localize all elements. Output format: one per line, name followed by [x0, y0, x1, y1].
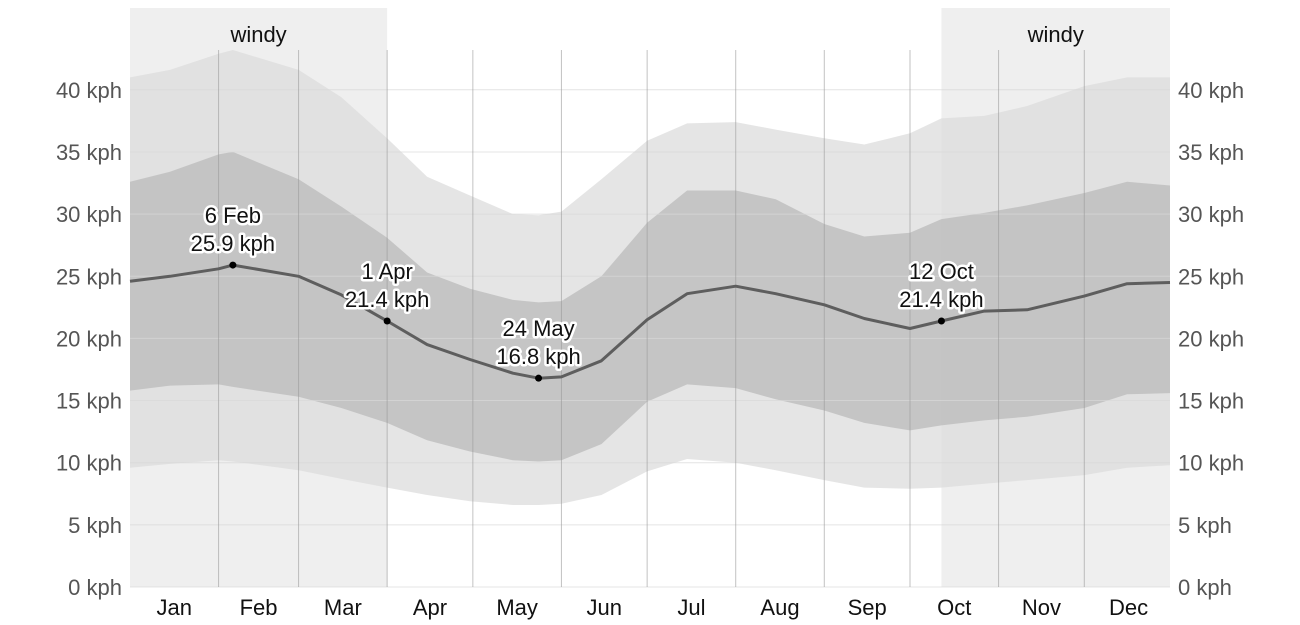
y-tick-right-8: 40 kph	[1178, 78, 1244, 103]
month-label-11: Dec	[1109, 595, 1148, 620]
y-tick-left-8: 40 kph	[56, 78, 122, 103]
annotation-value-3: 21.4 kph	[899, 287, 983, 312]
month-label-0: Jan	[157, 595, 192, 620]
annotation-value-2: 16.8 kph	[496, 344, 580, 369]
annotation-point-1	[383, 317, 391, 325]
month-label-6: Jul	[677, 595, 705, 620]
annotation-point-3	[937, 317, 945, 325]
month-label-5: Jun	[587, 595, 622, 620]
y-tick-right-0: 0 kph	[1178, 575, 1232, 600]
y-tick-right-3: 15 kph	[1178, 389, 1244, 414]
month-label-9: Oct	[937, 595, 971, 620]
annotation-date-1: 1 Apr	[361, 259, 412, 284]
y-tick-left-3: 15 kph	[56, 389, 122, 414]
y-tick-left-7: 35 kph	[56, 140, 122, 165]
annotation-value-0: 25.9 kph	[191, 231, 275, 256]
y-tick-left-2: 10 kph	[56, 451, 122, 476]
season-label-0: windy	[229, 22, 286, 47]
month-label-2: Mar	[324, 595, 362, 620]
month-label-8: Sep	[848, 595, 887, 620]
season-label-1: windy	[1027, 22, 1084, 47]
y-tick-left-5: 25 kph	[56, 264, 122, 289]
bands-layer	[130, 50, 1170, 505]
y-tick-right-7: 35 kph	[1178, 140, 1244, 165]
y-tick-left-1: 5 kph	[68, 513, 122, 538]
y-tick-right-1: 5 kph	[1178, 513, 1232, 538]
y-tick-right-5: 25 kph	[1178, 264, 1244, 289]
month-label-7: Aug	[760, 595, 799, 620]
annotation-point-2	[535, 374, 543, 382]
line-layer	[129, 263, 1171, 380]
annotation-date-3: 12 Oct	[909, 259, 974, 284]
annotation-point-0	[229, 261, 237, 269]
annotation-date-2: 24 May	[502, 316, 574, 341]
annotation-date-0: 6 Feb	[205, 203, 261, 228]
y-tick-right-6: 30 kph	[1178, 202, 1244, 227]
average-wind-line	[129, 263, 1171, 380]
axis-layer: 0 kph 0 kph 5 kph 5 kph 10 kph 10 kph 15 kph 15…	[56, 78, 1244, 620]
month-label-1: Feb	[240, 595, 278, 620]
annotations-layer: 6 Feb 25.9 kph 1 Apr 21.4 kph 24 May 16.8 kph…	[188, 201, 986, 382]
annotation-value-1: 21.4 kph	[345, 287, 429, 312]
month-label-4: May	[496, 595, 538, 620]
y-tick-left-0: 0 kph	[68, 575, 122, 600]
y-tick-left-4: 20 kph	[56, 326, 122, 351]
y-tick-right-4: 20 kph	[1178, 326, 1244, 351]
y-tick-right-2: 10 kph	[1178, 451, 1244, 476]
month-label-3: Apr	[413, 595, 447, 620]
month-label-10: Nov	[1022, 595, 1061, 620]
grid-layer	[130, 50, 1170, 588]
y-tick-left-6: 30 kph	[56, 202, 122, 227]
